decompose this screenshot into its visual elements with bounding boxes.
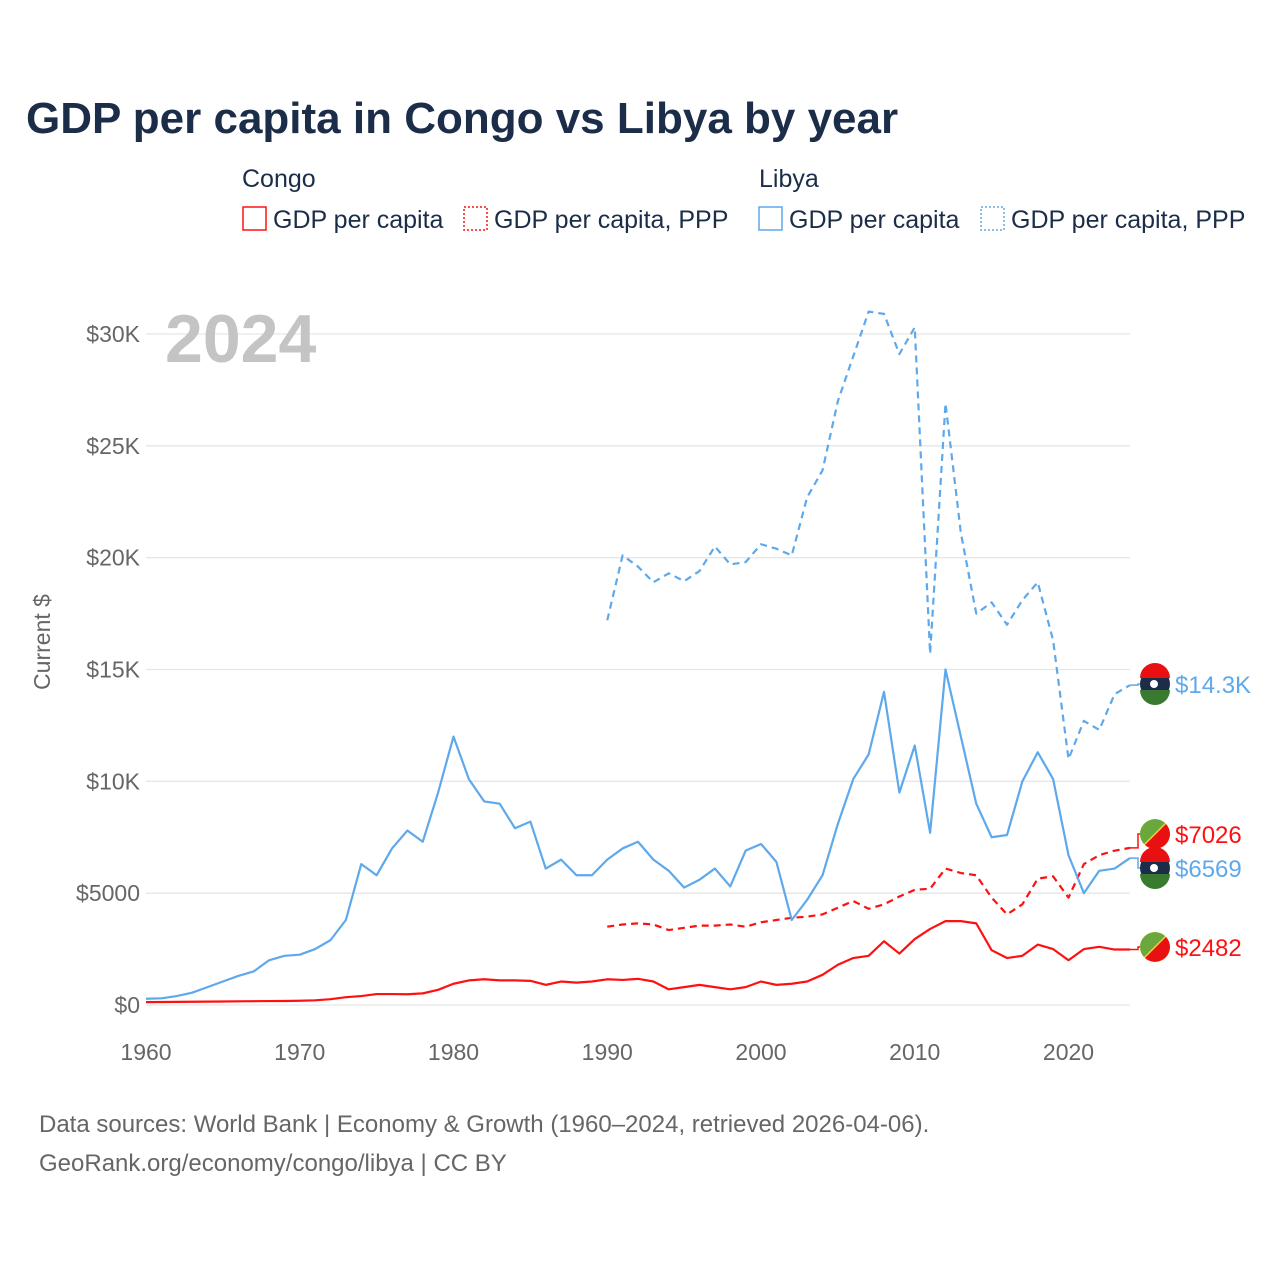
y-tick-label: $25K bbox=[86, 433, 140, 459]
line-libya-gdp-per-capita-ppp bbox=[606, 310, 1131, 761]
libya-flag-icon bbox=[1140, 663, 1170, 705]
end-label-libya-gdp-per-capita-ppp: $14.3K bbox=[1175, 672, 1251, 699]
x-tick-label: 1980 bbox=[428, 1039, 479, 1065]
legend-swatch-congo-gdp bbox=[242, 206, 267, 231]
x-tick-label: 1970 bbox=[274, 1039, 325, 1065]
x-axis: 1960 1970 1980 1990 2000 2010 2020 bbox=[120, 1039, 1094, 1065]
x-tick-label: 1960 bbox=[120, 1039, 171, 1065]
y-tick-label: $30K bbox=[86, 321, 140, 347]
legend-label-congo-gdp[interactable]: GDP per capita bbox=[273, 206, 444, 234]
y-axis: $0 $5000 $10K $15K $20K $25K $30K bbox=[76, 321, 141, 1018]
x-tick-label: 2020 bbox=[1043, 1039, 1094, 1065]
legend-group-libya: Libya bbox=[759, 165, 819, 193]
line-congo-gdp-per-capita bbox=[145, 920, 1131, 1004]
libya-flag-icon bbox=[1140, 847, 1170, 889]
legend-label-libya-ppp[interactable]: GDP per capita, PPP bbox=[1011, 206, 1245, 234]
end-connector bbox=[1130, 683, 1140, 686]
end-connector bbox=[1130, 857, 1140, 869]
y-tick-label: $15K bbox=[86, 657, 140, 683]
legend-swatch-libya-gdp bbox=[758, 206, 783, 231]
x-tick-label: 1990 bbox=[582, 1039, 633, 1065]
y-tick-label: $20K bbox=[86, 545, 140, 571]
legend-swatch-libya-ppp bbox=[980, 206, 1005, 231]
end-connector bbox=[1130, 833, 1140, 849]
legend-label-congo-ppp[interactable]: GDP per capita, PPP bbox=[494, 206, 728, 234]
source-text: Data sources: World Bank | Economy & Gro… bbox=[39, 1111, 929, 1138]
line-libya-gdp-per-capita bbox=[145, 668, 1131, 1000]
x-tick-label: 2010 bbox=[889, 1039, 940, 1065]
end-labels: $14.3K $7026 $6569 $2482 bbox=[1130, 663, 1251, 962]
end-label-libya-gdp-per-capita: $6569 bbox=[1175, 856, 1242, 883]
gridlines bbox=[146, 333, 1130, 1006]
y-tick-label: $10K bbox=[86, 768, 140, 794]
congo-flag-icon bbox=[1140, 932, 1170, 962]
legend-swatch-congo-ppp bbox=[463, 206, 488, 231]
source-link[interactable]: GeoRank.org/economy/congo/libya | CC BY bbox=[39, 1150, 507, 1177]
chart-title: GDP per capita in Congo vs Libya by year bbox=[26, 94, 898, 143]
legend-label-libya-gdp[interactable]: GDP per capita bbox=[789, 206, 960, 234]
end-label-congo-gdp-per-capita: $2482 bbox=[1175, 935, 1242, 962]
series-lines bbox=[145, 310, 1131, 1004]
congo-flag-icon bbox=[1140, 819, 1170, 849]
year-overlay: 2024 bbox=[165, 301, 316, 377]
y-tick-label: $5000 bbox=[76, 880, 140, 906]
x-tick-label: 2000 bbox=[735, 1039, 786, 1065]
y-axis-label: Current $ bbox=[29, 594, 55, 690]
legend-group-congo: Congo bbox=[242, 165, 316, 193]
y-tick-label: $0 bbox=[114, 992, 140, 1018]
legend: Congo GDP per capita GDP per capita, PPP… bbox=[242, 165, 1245, 234]
end-connector bbox=[1130, 946, 1140, 951]
end-label-congo-gdp-per-capita-ppp: $7026 bbox=[1175, 822, 1242, 849]
line-congo-gdp-per-capita-ppp bbox=[607, 846, 1131, 932]
